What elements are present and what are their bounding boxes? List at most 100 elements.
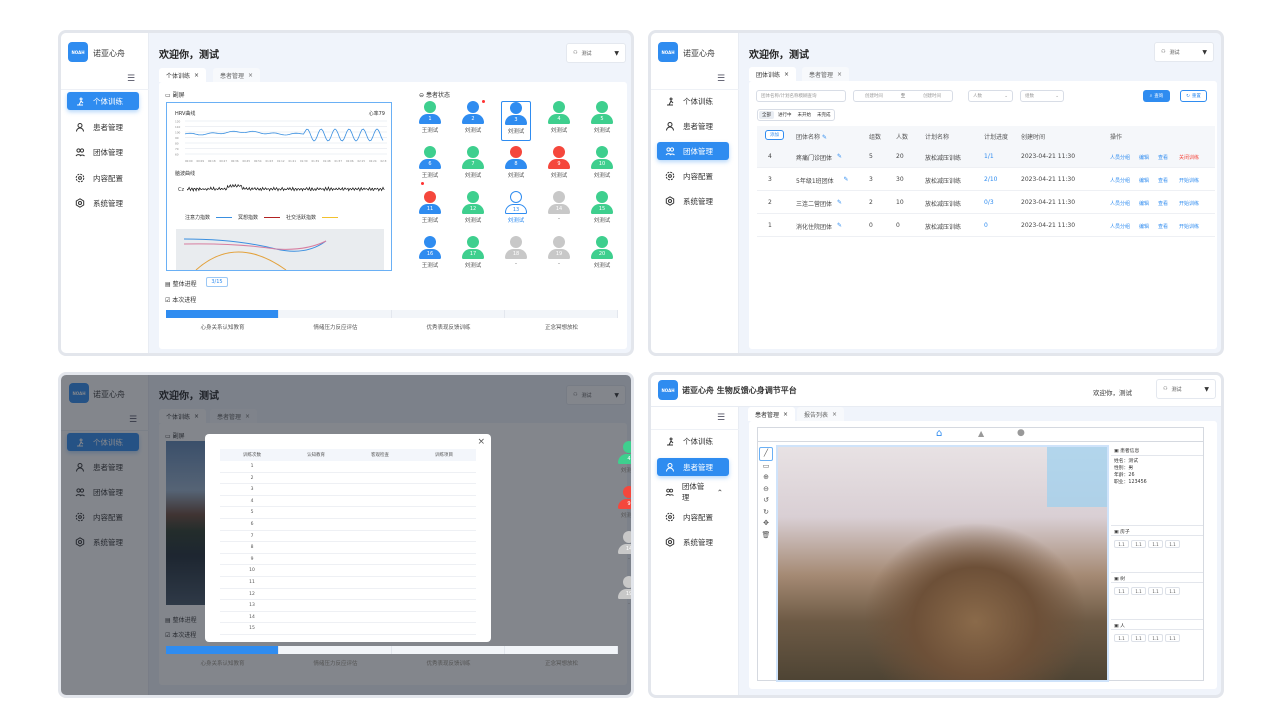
edit-icon[interactable]: ✎: [837, 153, 842, 160]
sidebar-item-content-config[interactable]: 内容配置: [657, 508, 729, 526]
sidebar-item-settings[interactable]: 系统管理: [657, 192, 729, 210]
session-step-label[interactable]: 优秀表现反馈训练: [392, 323, 505, 331]
patient-seat[interactable]: 17 刘测试: [458, 236, 488, 276]
score-button[interactable]: 1.1: [1131, 540, 1146, 548]
patient-seat[interactable]: 9 刘测试: [544, 146, 574, 186]
score-button[interactable]: 1.1: [1114, 540, 1129, 548]
filter-unfinished[interactable]: 未完成: [815, 111, 833, 119]
close-icon[interactable]: ×: [837, 71, 842, 78]
session-step-label[interactable]: 情绪压力反应评估: [279, 659, 392, 667]
tab-individual-training[interactable]: 个体训练×: [159, 68, 206, 82]
action-link[interactable]: 编辑: [1139, 223, 1149, 230]
patient-seat[interactable]: 5 刘测试: [587, 101, 617, 141]
user-dropdown[interactable]: ⚇测试 ▼: [1156, 379, 1216, 399]
patient-seat[interactable]: 6 王测试: [415, 146, 445, 186]
sidebar-item-training[interactable]: 个体训练: [657, 92, 729, 110]
session-step-label[interactable]: 心身关系认知教育: [166, 323, 279, 331]
filter-in-progress[interactable]: 进行中: [776, 111, 794, 119]
score-button[interactable]: 1.1: [1131, 587, 1146, 595]
sidebar-item-settings[interactable]: 系统管理: [67, 194, 139, 212]
tree-icon[interactable]: ▲: [978, 429, 984, 438]
action-link[interactable]: 人员分组: [1110, 177, 1130, 184]
chevron-up-icon[interactable]: ⌃: [717, 488, 723, 497]
collapse-menu-icon[interactable]: ☰: [127, 74, 135, 84]
action-link[interactable]: 查看: [1158, 177, 1168, 184]
date-start[interactable]: 创建时间: [865, 93, 883, 99]
patient-seat[interactable]: 12 刘测试: [458, 191, 488, 231]
action-link[interactable]: 关闭训练: [1179, 154, 1199, 161]
sidebar-item-group[interactable]: 团体管理: [67, 143, 139, 161]
collapse-menu-icon[interactable]: ☰: [717, 74, 725, 84]
edit-icon[interactable]: ✎: [837, 222, 842, 229]
close-icon[interactable]: ×: [783, 411, 788, 418]
patient-seat[interactable]: 4 刘测试: [614, 441, 634, 481]
score-button[interactable]: 1.1: [1165, 634, 1180, 642]
patient-seat[interactable]: 10 刘测试: [587, 146, 617, 186]
score-button[interactable]: 1.1: [1131, 634, 1146, 642]
search-input[interactable]: 团体名称/计划名称模糊查询: [756, 90, 846, 102]
close-icon[interactable]: ×: [248, 72, 253, 79]
action-link[interactable]: 查看: [1158, 200, 1168, 207]
score-button[interactable]: 1.1: [1165, 540, 1180, 548]
pen-icon[interactable]: ╱: [759, 447, 773, 461]
session-step-label[interactable]: 正念冥想放松: [505, 659, 618, 667]
patient-seat[interactable]: 16 王测试: [415, 236, 445, 276]
resize-icon[interactable]: ▭: [759, 461, 773, 473]
collapse-menu-icon[interactable]: ☰: [717, 413, 725, 423]
action-link[interactable]: 人员分组: [1110, 223, 1130, 230]
edit-icon[interactable]: ✎: [844, 176, 849, 183]
score-button[interactable]: 1.1: [1114, 634, 1129, 642]
patient-seat[interactable]: 8 刘测试: [501, 146, 531, 186]
filter-not-started[interactable]: 未开始: [796, 111, 814, 119]
rotate-right-icon[interactable]: ↻: [759, 507, 773, 519]
action-link[interactable]: 人员分组: [1110, 200, 1130, 207]
session-step-label[interactable]: 正念冥想放松: [505, 323, 618, 331]
tab-group-training[interactable]: 团体训练 ×: [749, 67, 796, 81]
action-link[interactable]: 查看: [1158, 154, 1168, 161]
delete-icon[interactable]: 🗑: [759, 530, 773, 542]
patient-seat[interactable]: 15 刘测试: [587, 191, 617, 231]
patient-seat[interactable]: 19 -: [614, 576, 634, 616]
score-button[interactable]: 1.1: [1148, 634, 1163, 642]
session-step-label[interactable]: 优秀表现反馈训练: [392, 659, 505, 667]
close-icon[interactable]: ×: [784, 71, 789, 78]
sidebar-item-content-config[interactable]: 内容配置: [657, 167, 729, 185]
action-link[interactable]: 开始训练: [1179, 223, 1199, 230]
action-link[interactable]: 编辑: [1139, 177, 1149, 184]
sidebar-item-patient[interactable]: 患者管理: [657, 117, 729, 135]
patient-seat[interactable]: 2 刘测试: [458, 101, 488, 141]
sidebar-item-group[interactable]: 团体管理: [657, 142, 729, 160]
sidebar-item-patient[interactable]: 患者管理: [657, 458, 729, 476]
close-icon[interactable]: ×: [832, 411, 837, 418]
patient-seat[interactable]: 1 王测试: [415, 101, 445, 141]
people-select[interactable]: 人数 ⌄: [968, 90, 1013, 102]
patient-seat[interactable]: 14 -: [614, 531, 634, 571]
action-link[interactable]: 查看: [1158, 223, 1168, 230]
collapse-icon[interactable]: ▣: [1114, 624, 1119, 629]
session-step-label[interactable]: 心身关系认知教育: [166, 659, 279, 667]
groups-select[interactable]: 组数 ⌄: [1020, 90, 1064, 102]
user-dropdown[interactable]: ⚇测试 ▼: [1154, 42, 1214, 62]
close-icon[interactable]: ×: [477, 437, 485, 447]
patient-seat[interactable]: 7 刘测试: [458, 146, 488, 186]
collapse-icon[interactable]: ▣: [1114, 449, 1119, 454]
rotate-left-icon[interactable]: ↺: [759, 495, 773, 507]
patient-seat[interactable]: 20 刘测试: [587, 236, 617, 276]
sidebar-item-patient[interactable]: 患者管理: [67, 118, 139, 136]
collapse-icon[interactable]: ▣: [1114, 577, 1119, 582]
sidebar-item-content-config[interactable]: 内容配置: [67, 169, 139, 187]
patient-seat[interactable]: 4 刘测试: [544, 101, 574, 141]
score-button[interactable]: 1.1: [1148, 587, 1163, 595]
user-dropdown[interactable]: ⚇测试 ▼: [566, 43, 626, 63]
action-link[interactable]: 编辑: [1139, 200, 1149, 207]
patient-seat[interactable]: 14 -: [544, 191, 574, 231]
sidebar-item-settings[interactable]: 系统管理: [657, 533, 729, 551]
tab-patient-management[interactable]: 患者管理×: [748, 407, 795, 421]
close-icon[interactable]: ×: [194, 72, 199, 79]
patient-seat[interactable]: 9 刘测试: [614, 486, 634, 526]
collapse-icon[interactable]: ▣: [1114, 530, 1119, 535]
edit-icon[interactable]: ✎: [837, 199, 842, 206]
zoom-in-icon[interactable]: ⊕: [759, 472, 773, 484]
sidebar-item-training[interactable]: 个体训练: [657, 432, 729, 450]
filter-all[interactable]: 全部: [759, 111, 774, 119]
